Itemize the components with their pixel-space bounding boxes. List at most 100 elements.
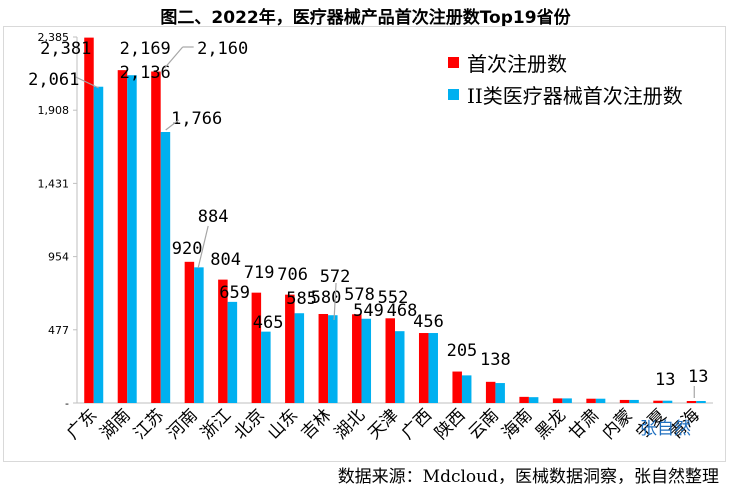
legend-item-first-registration: 首次注册数 (448, 46, 683, 78)
bar-first-reg-山东 (285, 294, 295, 403)
x-category-label: 内蒙 (599, 405, 637, 443)
bar-first-reg-北京 (251, 292, 262, 403)
bar-first-reg-广东 (84, 37, 94, 404)
bar-class2-北京 (261, 331, 271, 403)
bar-class2-河南 (194, 267, 204, 403)
data-label-first-reg: 706 (277, 265, 308, 285)
chart-frame (3, 26, 726, 462)
data-label-class2: 465 (253, 313, 284, 333)
bar-class2-陕西 (461, 375, 472, 403)
leader-line (333, 282, 337, 321)
bar-class2-内蒙 (629, 399, 639, 403)
data-label-first-reg: 920 (172, 239, 203, 259)
legend-item-class2-registration: II类医疗器械首次注册数 (448, 78, 683, 110)
data-label-class2: 2,061 (28, 70, 79, 90)
bar-first-reg-湖北 (352, 314, 362, 403)
bar-class2-海南 (528, 397, 539, 403)
data-label-first-reg: 580 (311, 288, 342, 308)
data-label-class2: 549 (353, 301, 384, 321)
bar-first-reg-甘肃 (586, 398, 596, 403)
y-tick-label: - (65, 397, 69, 410)
data-label-first-reg: 2,160 (197, 39, 248, 59)
bar-first-reg-吉林 (318, 313, 329, 403)
legend-label: II类医疗器械首次注册数 (467, 83, 683, 108)
bar-first-reg-黑龙 (552, 398, 563, 403)
x-category-label: 浙江 (197, 405, 235, 443)
data-label-class2: 13 (688, 367, 708, 387)
chart-title: 图二、2022年，医疗器械产品首次注册数Top19省份 (160, 8, 571, 28)
x-category-label: 海南 (498, 405, 536, 443)
legend-swatch-blue (448, 88, 459, 100)
y-tick-label: 1,431 (38, 177, 70, 190)
data-label-class2: 572 (320, 267, 351, 287)
bar-first-reg-青海 (686, 401, 697, 403)
data-label-first-reg: 552 (378, 288, 409, 308)
data-label-class2: 1,766 (171, 109, 222, 129)
bar-class2-青海 (696, 401, 706, 403)
x-category-label: 吉林 (297, 405, 335, 443)
x-category-label: 云南 (465, 405, 503, 443)
x-category-label: 广西 (398, 405, 436, 443)
y-tick-label: 1,908 (38, 104, 70, 117)
y-tick-label: 477 (48, 324, 69, 337)
x-category-label: 广东 (63, 405, 101, 443)
bar-class2-吉林 (328, 315, 338, 403)
data-label-first-reg: 2,169 (120, 39, 171, 59)
bar-first-reg-浙江 (218, 279, 228, 403)
data-label-class2: 2,136 (120, 63, 171, 83)
bar-first-reg-江苏 (151, 71, 161, 403)
bar-class2-湖南 (127, 75, 137, 404)
x-category-label: 天津 (364, 405, 402, 443)
data-label-first-reg: 138 (480, 350, 511, 370)
bar-class2-山东 (294, 313, 305, 403)
data-label-first-reg: 804 (210, 250, 241, 270)
x-category-label: 北京 (230, 405, 268, 443)
x-category-label: 山东 (264, 405, 302, 443)
bar-class2-宁夏 (662, 400, 673, 403)
bar-first-reg-天津 (385, 318, 395, 403)
bar-class2-广西 (428, 333, 438, 403)
leader-line (165, 119, 180, 131)
bar-first-reg-宁夏 (653, 400, 663, 403)
x-category-label: 黑龙 (532, 405, 570, 443)
data-label-class2: 468 (387, 301, 418, 321)
leader-line (75, 76, 99, 89)
watermark-text: 张自然 (640, 419, 691, 439)
legend: 首次注册数 II类医疗器械首次注册数 (448, 46, 683, 110)
bar-class2-黑龙 (562, 398, 572, 403)
data-label-first-reg: 578 (344, 285, 375, 305)
bar-first-reg-内蒙 (619, 399, 630, 403)
data-label-class2: 585 (286, 289, 317, 309)
data-label-class2: 659 (219, 283, 250, 303)
data-label-first-reg: 719 (244, 263, 275, 283)
bar-first-reg-广西 (418, 333, 429, 403)
bar-class2-湖北 (361, 318, 372, 403)
bar-first-reg-海南 (519, 396, 529, 403)
data-label-class2: 884 (198, 207, 229, 227)
bar-first-reg-云南 (485, 381, 496, 403)
bar-class2-浙江 (227, 301, 238, 403)
bar-class2-云南 (495, 383, 505, 403)
legend-swatch-red (448, 56, 459, 68)
bar-class2-甘肃 (595, 398, 606, 403)
x-category-label: 江苏 (130, 405, 168, 443)
data-label-first-reg: 13 (655, 370, 675, 390)
leader-line (164, 46, 184, 69)
bar-first-reg-陕西 (452, 371, 462, 403)
bar-class2-江苏 (160, 131, 171, 403)
bar-class2-广东 (93, 86, 104, 403)
y-tick-label: 2,385 (38, 31, 70, 44)
x-category-label: 甘肃 (565, 405, 603, 443)
y-tick-label: 954 (48, 251, 69, 264)
bar-class2-天津 (395, 331, 405, 403)
x-category-label: 陕西 (431, 405, 469, 443)
bar-first-reg-河南 (184, 261, 195, 403)
data-label-first-reg: 456 (413, 312, 444, 332)
leader-line (197, 225, 209, 269)
source-note: 数据来源：Mdcloud，医械数据洞察，张自然整理 (337, 467, 719, 487)
legend-label: 首次注册数 (467, 51, 567, 76)
x-category-label: 湖南 (97, 405, 135, 443)
bar-first-reg-湖南 (117, 70, 128, 404)
x-category-label: 湖北 (331, 405, 369, 443)
